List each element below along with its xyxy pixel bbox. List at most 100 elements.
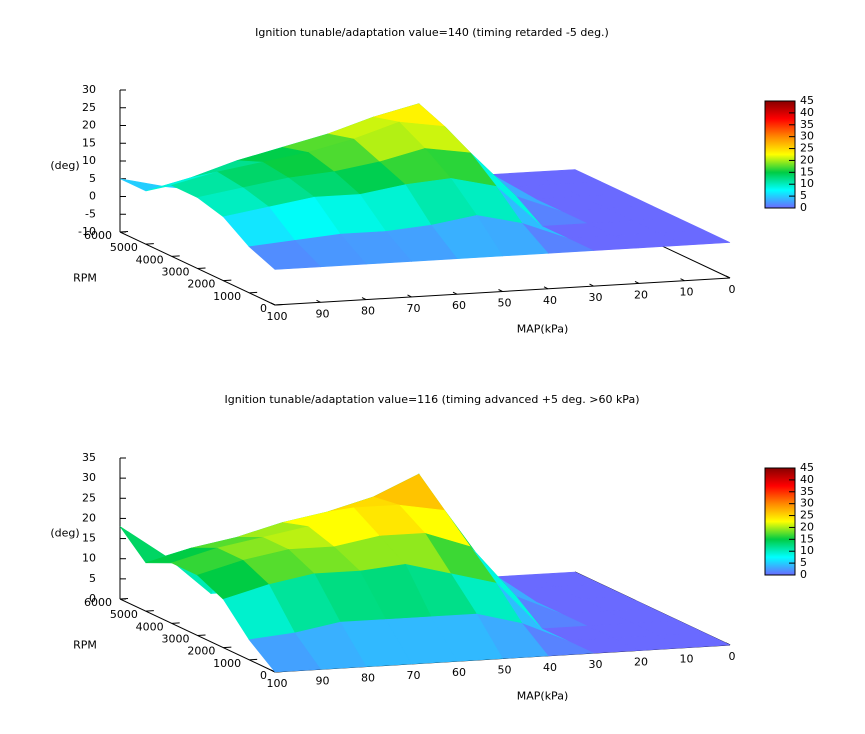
x-tick-label: 20 bbox=[634, 655, 648, 668]
z-tick-label: 15 bbox=[82, 532, 96, 545]
y-tick-label: 3000 bbox=[162, 633, 190, 646]
x-tick-label: 40 bbox=[543, 294, 557, 307]
y-tick-label: 0 bbox=[260, 302, 267, 315]
z-tick-label: 30 bbox=[82, 83, 96, 96]
y-tick-label: 6000 bbox=[84, 229, 112, 242]
x-tick bbox=[498, 289, 503, 292]
x-axis-label: MAP(kPa) bbox=[517, 323, 568, 336]
colorbar-tick-label: 15 bbox=[800, 532, 814, 545]
chart-title: Ignition tunable/adaptation value=116 (t… bbox=[225, 393, 640, 406]
y-tick bbox=[249, 291, 258, 294]
z-tick-label: 20 bbox=[82, 119, 96, 132]
colorbar-tick-label: 45 bbox=[800, 94, 814, 107]
y-tick-label: 4000 bbox=[136, 620, 164, 633]
x-tick bbox=[316, 299, 321, 303]
colorbar-tick-label: 30 bbox=[800, 130, 814, 143]
z-tick-label: -5 bbox=[85, 207, 96, 220]
y-tick bbox=[197, 267, 206, 269]
x-tick-label: 0 bbox=[729, 283, 736, 296]
z-tick-label: 5 bbox=[89, 572, 96, 585]
x-tick bbox=[543, 286, 549, 290]
colorbar-tick-label: 20 bbox=[800, 520, 814, 533]
chart-title: Ignition tunable/adaptation value=140 (t… bbox=[255, 26, 609, 39]
x-tick-label: 100 bbox=[267, 310, 288, 323]
x-tick-label: 90 bbox=[316, 307, 330, 320]
y-axis-label: RPM bbox=[73, 272, 97, 285]
colorbar-tick-label: 40 bbox=[800, 106, 814, 119]
colorbar-tick-label: 45 bbox=[800, 461, 814, 474]
x-tick-label: 90 bbox=[316, 674, 330, 687]
y-tick-label: 1000 bbox=[213, 657, 241, 670]
x-tick-label: 50 bbox=[498, 297, 512, 310]
z-tick-label: 0 bbox=[89, 190, 96, 203]
x-tick-label: 10 bbox=[680, 286, 694, 299]
y-tick-label: 0 bbox=[260, 669, 267, 682]
z-tick-label: 20 bbox=[82, 511, 96, 524]
x-tick-label: 20 bbox=[634, 288, 648, 301]
x-tick-label: 50 bbox=[498, 664, 512, 677]
y-tick bbox=[145, 610, 154, 612]
y-tick-label: 2000 bbox=[187, 278, 215, 291]
y-tick-label: 4000 bbox=[136, 253, 164, 266]
y-tick bbox=[197, 634, 206, 636]
colorbar-tick-label: 5 bbox=[800, 556, 807, 569]
x-tick bbox=[589, 283, 594, 287]
x-tick-label: 0 bbox=[729, 650, 736, 663]
x-tick-label: 100 bbox=[267, 677, 288, 690]
x-tick-label: 30 bbox=[589, 291, 603, 304]
y-tick-label: 6000 bbox=[84, 596, 112, 609]
colorbar-tick-label: 35 bbox=[800, 485, 814, 498]
x-tick-label: 60 bbox=[452, 299, 466, 312]
x-tick-label: 30 bbox=[589, 658, 603, 671]
z-tick-label: 25 bbox=[82, 491, 96, 504]
z-tick-label: -10 bbox=[78, 225, 96, 238]
x-tick-label: 60 bbox=[452, 666, 466, 679]
x-tick-label: 80 bbox=[361, 672, 375, 685]
surface-cell bbox=[248, 240, 322, 270]
x-tick bbox=[680, 278, 685, 282]
x-tick-label: 70 bbox=[407, 669, 421, 682]
x-tick-label: 10 bbox=[680, 653, 694, 666]
y-tick bbox=[145, 243, 154, 245]
x-axis-label: MAP(kPa) bbox=[517, 690, 568, 703]
z-tick-label: 5 bbox=[89, 172, 96, 185]
z-tick-label: 0 bbox=[89, 592, 96, 605]
y-tick bbox=[171, 255, 180, 257]
z-tick-label: 10 bbox=[82, 552, 96, 565]
colorbar-tick-label: 0 bbox=[800, 568, 807, 581]
x-tick bbox=[361, 297, 367, 301]
z-tick-label: 15 bbox=[82, 136, 96, 149]
colorbar-tick-label: 25 bbox=[800, 142, 814, 155]
x-tick bbox=[634, 280, 640, 284]
y-tick-label: 2000 bbox=[187, 645, 215, 658]
colorbar-tick-label: 40 bbox=[800, 473, 814, 486]
colorbar-tick-label: 10 bbox=[800, 177, 814, 190]
y-tick bbox=[171, 622, 180, 624]
x-tick bbox=[407, 294, 412, 298]
colorbar-tick-label: 15 bbox=[800, 165, 814, 178]
colorbar-tick-label: 20 bbox=[800, 153, 814, 166]
colorbar-tick-label: 35 bbox=[800, 118, 814, 131]
z-tick-label: 35 bbox=[82, 451, 96, 464]
colorbar-tick-label: 5 bbox=[800, 189, 807, 202]
x-tick-label: 40 bbox=[543, 661, 557, 674]
z-tick-label: 25 bbox=[82, 101, 96, 114]
y-tick-label: 3000 bbox=[162, 266, 190, 279]
x-tick-label: 70 bbox=[407, 302, 421, 315]
z-axis-label: (deg) bbox=[50, 527, 79, 540]
y-tick bbox=[223, 646, 232, 649]
colorbar-tick-label: 25 bbox=[800, 509, 814, 522]
x-tick bbox=[270, 669, 276, 673]
x-tick-label: 80 bbox=[361, 305, 375, 318]
y-tick bbox=[223, 279, 232, 282]
colorbar bbox=[764, 100, 796, 209]
y-tick bbox=[249, 658, 258, 661]
colorbar-tick-label: 30 bbox=[800, 497, 814, 510]
x-tick bbox=[270, 302, 276, 306]
colorbar-tick-label: 10 bbox=[800, 544, 814, 557]
colorbar bbox=[764, 467, 796, 576]
colorbar-tick-label: 0 bbox=[800, 201, 807, 214]
z-tick-label: 30 bbox=[82, 471, 96, 484]
y-tick-label: 5000 bbox=[110, 608, 138, 621]
